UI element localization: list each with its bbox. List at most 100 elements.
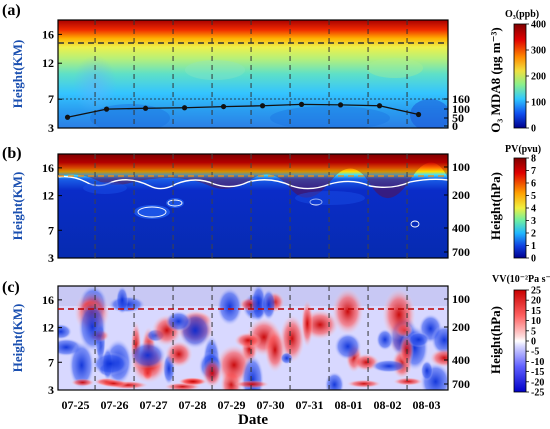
mda8-series — [64, 101, 422, 120]
colorbar-tick-label: 200 — [531, 72, 546, 83]
right-axis-label-a: O₃ MDA8 (μg m⁻³) — [488, 27, 503, 132]
y-tick-label: 12 — [42, 189, 54, 203]
colorbar-tick-label: 1 — [531, 241, 536, 252]
colorbar-tick-label: 20 — [531, 296, 541, 307]
y-ticks-a: 16 12 7 3 — [42, 27, 62, 135]
x-tick-label: 07-26 — [101, 398, 129, 412]
y-tick-label: 16 — [42, 293, 54, 307]
y-tick-label: 7 — [48, 92, 54, 106]
y-tick-label: 16 — [42, 27, 54, 41]
y-axis-label-b: Height(KM) — [10, 172, 25, 241]
x-axis-ticks: 07-25 07-26 07-27 07-28 07-29 07-30 07-31 08-01… — [62, 398, 441, 412]
colorbar-tick-label: 300 — [531, 46, 546, 57]
colorbar-tick-label: -15 — [531, 367, 544, 378]
x-axis-label: Date — [238, 412, 268, 428]
right-tick-label: 200 — [452, 320, 470, 334]
mda8-point — [376, 103, 383, 109]
y-tick-label: 3 — [48, 251, 54, 265]
colorbar-a — [513, 23, 527, 129]
colorbar-title-b: PV(pvu) — [505, 144, 541, 155]
colorbar-tick-label: 6 — [531, 179, 536, 190]
mda8-point — [415, 111, 422, 118]
mda8-point — [181, 105, 188, 111]
right-tick-label: 700 — [452, 245, 470, 259]
right-axis-label-b: Height(hPa) — [488, 172, 503, 240]
colorbar-tick-label: -10 — [531, 357, 544, 368]
mda8-point — [220, 103, 227, 110]
right-ticks-b: 100 200 400 700 — [444, 160, 470, 259]
colorbar-tick-label: 400 — [531, 20, 546, 31]
colorbar-title-a: O₃(ppb) — [505, 9, 539, 20]
right-axis-label-c: Height(hPa) — [488, 306, 503, 374]
colorbar-tick-label: 8 — [531, 154, 536, 165]
x-tick-label: 07-25 — [62, 398, 90, 412]
y-axis-label-c: Height(KM) — [10, 304, 25, 373]
right-tick-label: 700 — [452, 377, 470, 391]
y-tick-label: 16 — [42, 161, 54, 175]
right-tick-label: 100 — [452, 292, 470, 306]
colorbar-tick-label: -20 — [531, 377, 544, 388]
date-gridlines-a — [94, 20, 408, 128]
y-tick-label: 7 — [48, 355, 54, 369]
colorbar-tick-label: 100 — [531, 98, 546, 109]
colorbar-tick-label: 5 — [531, 326, 536, 337]
y-tick-label: 3 — [48, 383, 54, 397]
pv-heatmap — [58, 154, 448, 258]
colorbar-tick-label: 0 — [531, 124, 536, 135]
colorbar-tick-label: 15 — [531, 306, 541, 317]
mda8-point — [142, 105, 149, 111]
y-ticks-c: 16 12 7 3 — [42, 293, 62, 397]
panel-label-a: (a) — [2, 2, 21, 19]
colorbar-tick-label: 4 — [531, 204, 536, 215]
right-tick-label: 100 — [452, 102, 470, 116]
x-tick-label: 07-27 — [140, 398, 168, 412]
right-ticks-c: 100 200 400 700 — [444, 292, 470, 391]
colorbar-title-c: VV(10⁻²Pa s⁻¹) — [492, 274, 550, 285]
colorbar-tick-label: 3 — [531, 216, 536, 227]
colorbar-tick-label: -5 — [531, 347, 539, 358]
colorbar-tick-label: 25 — [531, 286, 541, 297]
right-tick-label: 160 — [452, 92, 470, 106]
colorbar-tick-label: 10 — [531, 316, 541, 327]
mda8-point — [259, 103, 266, 109]
x-tick-label: 07-31 — [296, 398, 324, 412]
colorbar-ticks-a: 400 300 200 100 0 — [526, 20, 546, 135]
y-ticks-b: 16 12 7 3 — [42, 161, 62, 265]
x-tick-label: 07-29 — [218, 398, 246, 412]
right-tick-label: 400 — [452, 221, 470, 235]
x-tick-label: 08-03 — [413, 398, 441, 412]
panel-label-b: (b) — [2, 145, 22, 162]
y-tick-label: 12 — [42, 321, 54, 335]
colorbar-c — [513, 289, 527, 393]
right-tick-label: 0 — [452, 119, 458, 133]
right-tick-label: 100 — [452, 160, 470, 174]
y-tick-label: 12 — [42, 56, 54, 70]
colorbar-tick-label: 0 — [531, 254, 536, 265]
mda8-point — [337, 102, 344, 108]
right-tick-label: 200 — [452, 188, 470, 202]
colorbar-ticks-b: 87 65 43 21 0 — [526, 154, 536, 265]
vv-heatmap — [58, 286, 448, 390]
mda8-point — [64, 114, 71, 120]
panel-label-c: (c) — [2, 279, 20, 296]
colorbar-tick-label: 2 — [531, 229, 536, 240]
mda8-line — [67, 103, 419, 118]
y-axis-label-a: Height(KM) — [10, 40, 25, 109]
colorbar-tick-label: 7 — [531, 166, 536, 177]
x-tick-label: 08-01 — [335, 398, 363, 412]
y-tick-label: 7 — [48, 223, 54, 237]
colorbar-tick-label: 0 — [531, 337, 536, 348]
colorbar-tick-label: 5 — [531, 191, 536, 202]
x-tick-label: 07-28 — [179, 398, 207, 412]
y-tick-label: 3 — [48, 121, 54, 135]
x-tick-label: 07-30 — [257, 398, 285, 412]
colorbar-tick-label: -25 — [531, 388, 544, 399]
right-tick-label: 50 — [452, 111, 464, 125]
colorbar-b — [513, 157, 527, 259]
